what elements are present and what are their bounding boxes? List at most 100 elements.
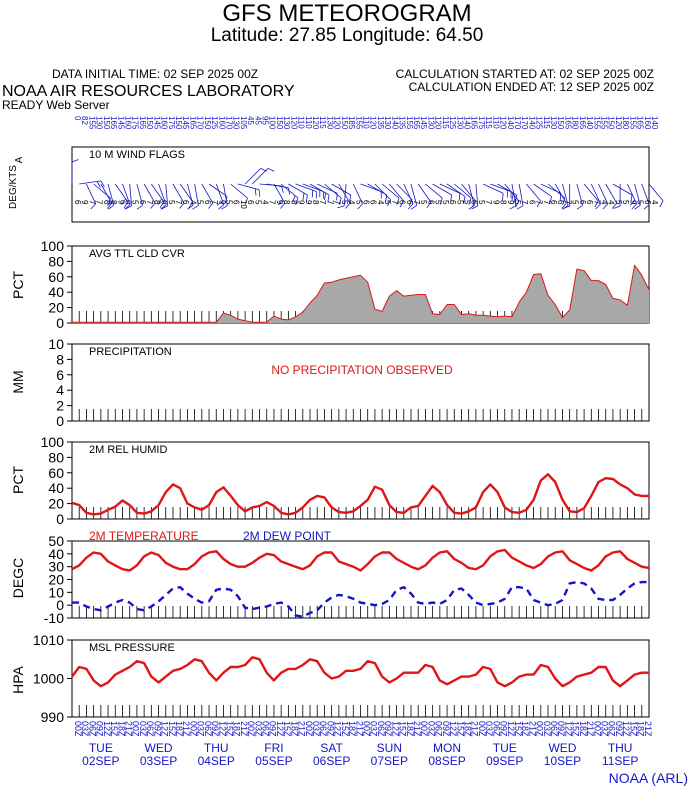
wind-direction-label: 82: [80, 116, 89, 125]
wind-flag: [471, 205, 478, 210]
x-hour-label: 15Z: [109, 721, 119, 737]
wind-direction-label: 180: [571, 116, 580, 130]
wind-speed-label: 8: [311, 200, 320, 205]
wind-direction-label: 140: [527, 116, 536, 130]
wind-speed-label: 6: [362, 200, 371, 205]
wind-speed-label: 6: [369, 200, 378, 205]
wind-speed-label: 5: [167, 200, 176, 205]
wind-speed-label: 8: [499, 200, 508, 205]
wind-direction-label: 120: [369, 116, 378, 130]
wind-direction-label: 0: [73, 116, 82, 121]
x-date-label: 04SEP: [198, 754, 235, 768]
wind-flag: [576, 204, 583, 210]
wind-barb: [454, 183, 472, 199]
x-hour-label: 00Z: [362, 721, 372, 737]
wind-direction-label: 165: [138, 116, 147, 130]
wind-flag: [157, 198, 163, 205]
x-hour-label: 00Z: [188, 721, 198, 737]
x-hour-label: 09Z: [210, 721, 220, 737]
wind-flag: [254, 188, 257, 196]
x-hour-label: 12Z: [621, 721, 631, 737]
wind-ylabel: DEG/KTS: [8, 165, 19, 209]
wind-flag: [407, 203, 414, 210]
y-axis-label: PCT: [10, 271, 26, 299]
wind-speed-label: 7: [563, 200, 572, 205]
y-tick-label: 30: [48, 559, 64, 575]
wind-flag: [267, 168, 275, 172]
x-hour-label: 06Z: [318, 721, 328, 737]
x-hour-label: 21Z: [527, 721, 537, 737]
y-tick-label: 40: [48, 480, 64, 496]
x-hour-label: 15Z: [398, 721, 408, 737]
wind-direction-label: 95: [261, 116, 270, 125]
wind-direction-label: 150: [556, 116, 565, 130]
wind-direction-label: 120: [434, 116, 443, 130]
y-tick-label: 80: [48, 253, 64, 269]
wind-flag: [562, 197, 566, 205]
x-hour-label: 00Z: [419, 721, 429, 737]
wind-speed-label: 5: [224, 200, 233, 205]
wind-speed-label: 6: [643, 200, 652, 205]
x-hour-label: 09Z: [383, 721, 393, 737]
wind-barb: [590, 183, 601, 205]
wind-flag: [387, 199, 391, 207]
wind-speed-label: 8: [109, 200, 118, 205]
wind-direction-label: 130: [95, 116, 104, 130]
wind-speed-label: 6: [405, 200, 414, 205]
wind-flag: [595, 203, 601, 210]
wind-flag: [244, 197, 248, 205]
wind-speed-label: 8: [282, 200, 291, 205]
wind-direction-label: 165: [109, 116, 118, 130]
wind-flag: [463, 196, 466, 204]
x-hour-label: 12Z: [448, 721, 458, 737]
wind-flag: [208, 202, 214, 209]
wind-flag: [121, 198, 126, 205]
wind-barb: [410, 183, 418, 206]
wind-direction-label: 115: [318, 116, 327, 129]
wind-speed-label: 6: [232, 200, 241, 205]
x-hour-label: 12Z: [333, 721, 343, 737]
x-hour-label: 18Z: [174, 721, 184, 737]
dew-point-line: [72, 580, 649, 618]
wind-direction-label: 115: [484, 116, 493, 129]
wind-barb: [136, 183, 143, 206]
wind-speed-label: 9: [275, 200, 284, 205]
wind-direction-label: 110: [304, 116, 313, 129]
wind-barb: [461, 183, 476, 202]
wind-barb: [583, 183, 599, 202]
wind-direction-label: 150: [203, 116, 212, 130]
wind-flag: [468, 197, 472, 205]
wind-direction-label: 45: [246, 116, 255, 125]
wind-barb: [641, 183, 650, 205]
wind-direction-label: 45: [253, 116, 262, 125]
wind-direction-label: 125: [535, 116, 544, 130]
wind-barb: [338, 183, 351, 204]
wind-flag: [643, 204, 650, 210]
x-hour-label: 15Z: [224, 721, 234, 737]
wind-speed-label: 5: [571, 200, 580, 205]
x-hour-label: 03Z: [426, 721, 436, 737]
wind-direction-label: 145: [181, 116, 190, 130]
wind-speed-label: 6: [426, 200, 435, 205]
x-hour-label: 12Z: [390, 721, 400, 737]
wind-flag: [450, 194, 453, 202]
wind-flag: [562, 205, 570, 209]
wind-flag: [71, 159, 79, 163]
wind-direction-label: 130: [383, 116, 392, 130]
humidity-panel-title: 2M REL HUMID: [89, 444, 167, 456]
x-date-label: 02SEP: [82, 754, 119, 768]
x-hour-label: 15Z: [167, 721, 177, 737]
wind-barb: [100, 183, 113, 204]
wind-speed-label: 7: [210, 200, 219, 205]
x-hour-label: 18Z: [289, 721, 299, 737]
x-hour-label: 09Z: [441, 721, 451, 737]
wind-direction-label: 165: [578, 116, 587, 130]
x-hour-label: 03Z: [484, 721, 494, 737]
wind-direction-label: 115: [441, 116, 450, 129]
wind-flag: [292, 195, 296, 203]
server-name: READY Web Server: [2, 98, 110, 112]
wind-direction-label: 130: [282, 116, 291, 130]
wind-flag: [349, 194, 352, 202]
wind-barb: [252, 168, 269, 185]
noaa-credit: NOAA (ARL): [608, 770, 688, 786]
